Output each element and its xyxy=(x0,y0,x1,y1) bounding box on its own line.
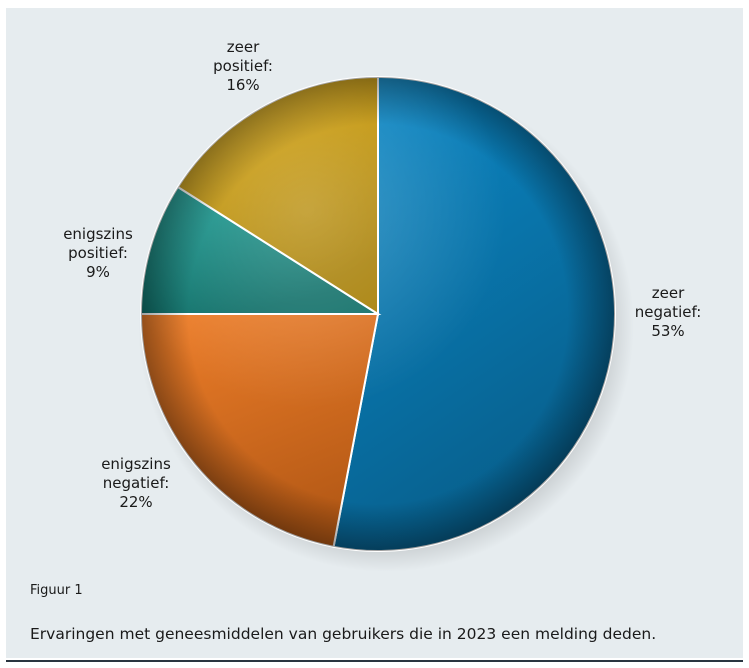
slice-label-line: negatief: xyxy=(102,474,170,492)
slice-label-line: negatief: xyxy=(634,303,702,321)
slice-label-line: positief: xyxy=(213,57,273,75)
slice-label-2: enigszins positief: 9% xyxy=(63,225,133,282)
slice-label-0: zeer negatief: 53% xyxy=(635,284,702,341)
slice-label-line: enigszins xyxy=(63,225,133,243)
slice-label-line: zeer xyxy=(651,284,685,302)
slice-percent: 22% xyxy=(119,493,153,511)
slice-label-1: enigszins negatief: 22% xyxy=(101,455,171,512)
figure-caption: Ervaringen met geneesmiddelen van gebrui… xyxy=(30,625,657,643)
slice-percent: 9% xyxy=(86,263,110,281)
slice-percent: 53% xyxy=(651,322,685,340)
slice-label-line: enigszins xyxy=(101,455,171,473)
slice-label-3: zeer positief: 16% xyxy=(213,38,273,95)
figure-number: Figuur 1 xyxy=(30,583,83,598)
slice-percent: 16% xyxy=(226,76,260,94)
slice-label-line: positief: xyxy=(68,244,128,262)
bottom-divider xyxy=(6,660,743,662)
slice-label-line: zeer xyxy=(226,38,260,56)
pie-gloss xyxy=(141,77,615,551)
